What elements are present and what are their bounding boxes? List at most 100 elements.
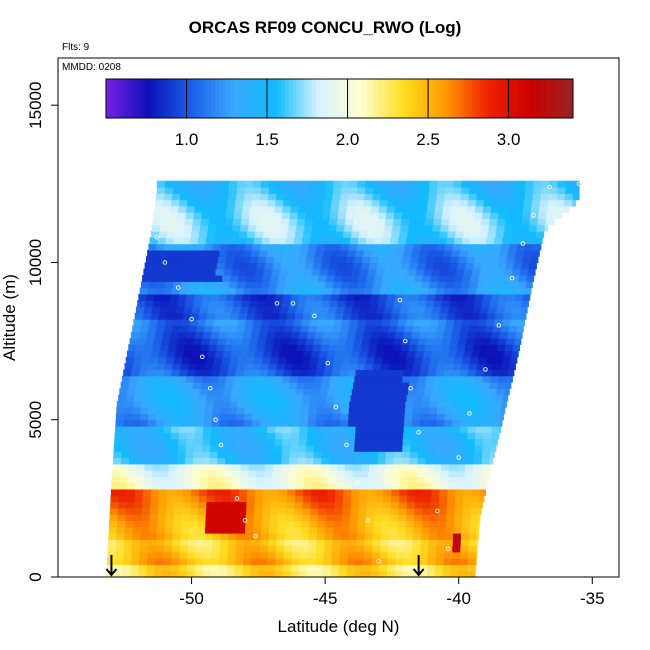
heatmap-cell [307, 331, 316, 339]
heatmap-cell [289, 337, 299, 345]
heatmap-cell [419, 564, 428, 572]
heatmap-cell [418, 438, 428, 446]
heatmap-cell [405, 526, 414, 534]
heatmap-cell [430, 237, 439, 245]
heatmap-cell [478, 501, 483, 509]
heatmap-cell [136, 463, 146, 471]
heatmap-cell [172, 180, 182, 188]
heatmap-cell [372, 413, 381, 421]
heatmap-cell [460, 243, 470, 251]
heatmap-cell [449, 457, 459, 465]
heatmap-cell [423, 482, 433, 490]
heatmap-cell [155, 287, 165, 295]
heatmap-cell [516, 325, 524, 333]
heatmap-cell [358, 237, 367, 245]
heatmap-cell [492, 419, 501, 427]
colorbar-segment [467, 79, 473, 118]
heatmap-cell [469, 520, 479, 528]
heatmap-cell [230, 394, 239, 402]
heatmap-cell [212, 400, 222, 408]
heatmap-cell [175, 268, 185, 276]
heatmap-cell [443, 426, 453, 433]
colorbar-segment [113, 79, 119, 118]
heatmap-cell [163, 551, 172, 559]
heatmap-cell [301, 526, 310, 534]
heatmap-cell [269, 514, 279, 521]
heatmap-cell [275, 369, 285, 377]
heatmap-cell [217, 337, 227, 345]
heatmap-cell [444, 413, 454, 421]
heatmap-cell [238, 275, 247, 282]
heatmap-cell [182, 394, 191, 402]
heatmap-cell [449, 262, 458, 270]
colorbar-segment [242, 79, 247, 118]
heatmap-cell [415, 482, 425, 490]
heatmap-cell [175, 476, 185, 484]
colorbar-tick-label: 2.5 [416, 130, 440, 149]
heatmap-cell [229, 514, 239, 521]
heatmap-cell [248, 262, 258, 270]
heatmap-cell [423, 488, 433, 496]
heatmap-cell [483, 293, 492, 301]
heatmap-cell [276, 193, 285, 201]
heatmap-cell [486, 394, 496, 402]
heatmap-cell [439, 388, 449, 396]
heatmap-cell [245, 526, 254, 534]
heatmap-cell [247, 476, 257, 484]
heatmap-cell [301, 319, 311, 326]
heatmap-cell [382, 356, 391, 364]
heatmap-cell [431, 388, 441, 396]
heatmap-cell [202, 438, 211, 446]
heatmap-cell [174, 394, 183, 402]
heatmap-cell [245, 281, 254, 289]
heatmap-cell [525, 180, 535, 188]
heatmap-cell [219, 551, 229, 559]
heatmap-cell [240, 306, 249, 314]
heatmap-cell [178, 432, 188, 440]
heatmap-cell [132, 407, 141, 414]
heatmap-cell [125, 514, 135, 521]
heatmap-cell [509, 187, 519, 194]
colorbar-segment [253, 79, 259, 118]
colorbar-segment [370, 79, 376, 118]
heatmap-cell [490, 444, 497, 452]
heatmap-cell [210, 256, 219, 264]
heatmap-cell [471, 350, 481, 358]
heatmap-cell [431, 488, 441, 496]
heatmap-cell [420, 413, 430, 421]
heatmap-cell [275, 331, 284, 339]
heatmap-cell [305, 457, 314, 465]
heatmap-cell [507, 205, 516, 213]
heatmap-cell [302, 495, 312, 503]
heatmap-cell [431, 312, 440, 320]
heatmap-cell [469, 533, 478, 540]
heatmap-cell [474, 212, 483, 219]
heatmap-cell [414, 237, 423, 245]
heatmap-cell [334, 394, 343, 402]
heatmap-cell [379, 432, 388, 440]
heatmap-cell [177, 300, 186, 308]
heatmap-cell [378, 375, 387, 383]
heatmap-cell [573, 180, 580, 188]
heatmap-cell [406, 237, 415, 245]
heatmap-cell [499, 249, 509, 257]
colorbar-segment [358, 79, 364, 118]
heatmap-cell [269, 520, 278, 528]
heatmap-cell [328, 463, 338, 471]
heatmap-cell [282, 564, 292, 572]
heatmap-cell [280, 470, 289, 477]
heatmap-cell [379, 426, 389, 433]
heatmap-cell [340, 533, 350, 540]
heatmap-cell [306, 444, 315, 452]
heatmap-cell [499, 369, 509, 377]
heatmap-cell [262, 356, 271, 364]
heatmap-cell [139, 551, 148, 559]
heatmap-cell [321, 451, 331, 459]
heatmap-cell [451, 432, 460, 440]
heatmap-cell [430, 394, 440, 402]
heatmap-cell [341, 400, 350, 408]
heatmap-cell [477, 243, 486, 251]
heatmap-cell [290, 570, 300, 578]
heatmap-cell [436, 287, 445, 295]
heatmap-cell [293, 180, 302, 188]
